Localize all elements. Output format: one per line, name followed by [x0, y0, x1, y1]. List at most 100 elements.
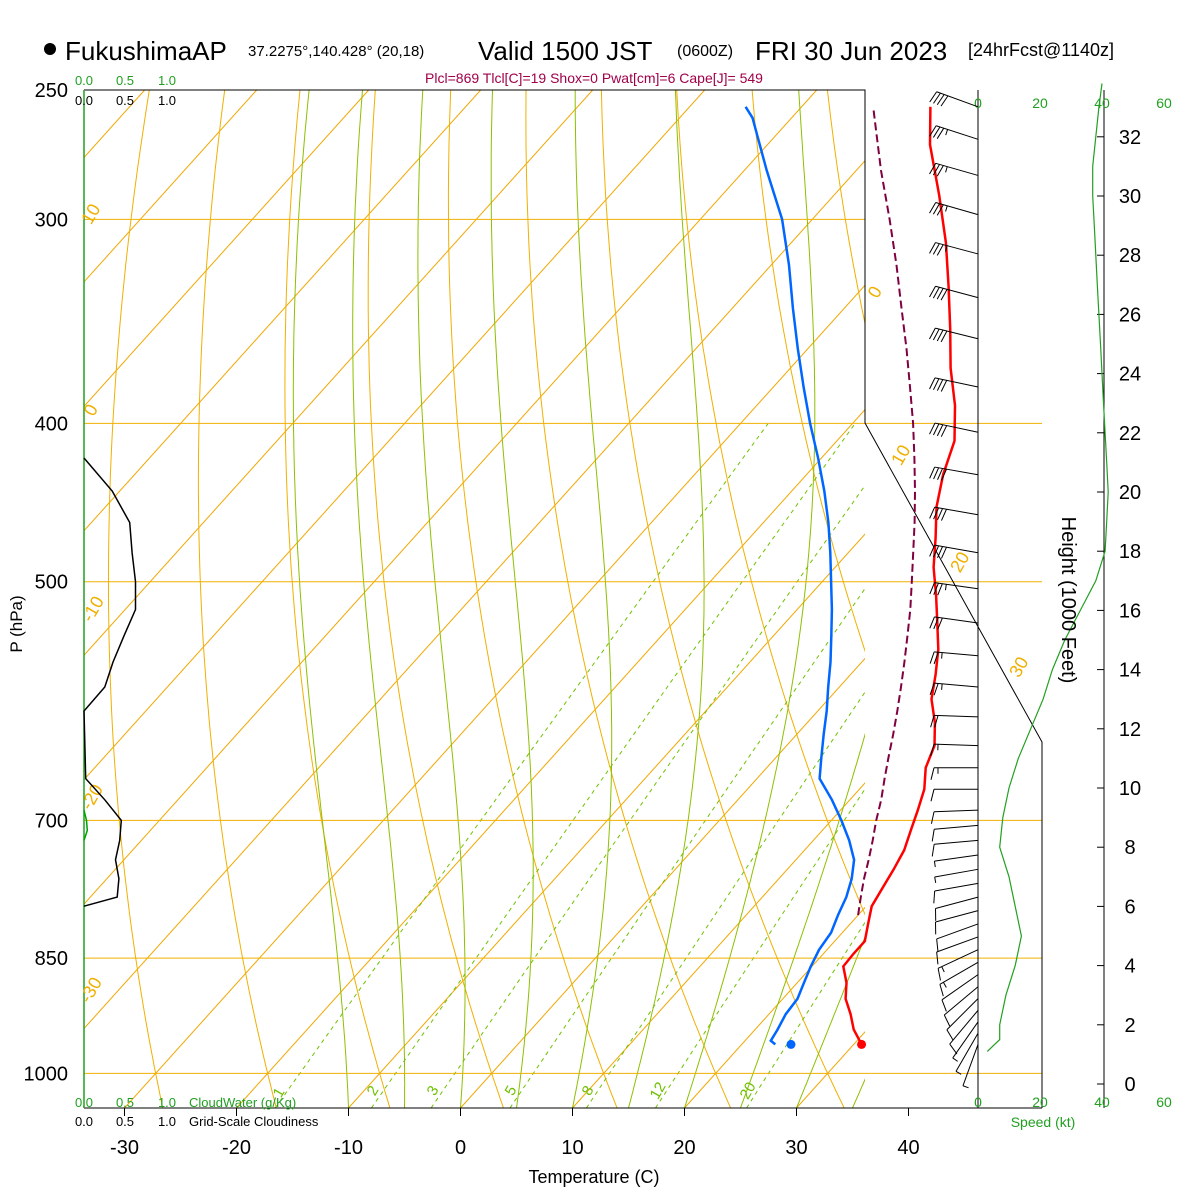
cloudwater-scale-bottom-0: 0.0	[75, 1095, 93, 1110]
wind-barb-staff	[934, 868, 979, 878]
cloudwater-scale-top-2: 1.0	[158, 73, 176, 88]
wind-barb	[931, 839, 979, 857]
moist-adiabat-line	[572, 90, 613, 1108]
cloudiness-line	[83, 457, 137, 907]
wind-barb	[929, 544, 979, 559]
wind-barb-half	[945, 205, 948, 212]
wind-barb-flag	[929, 202, 937, 214]
wind-barb-flag	[940, 380, 948, 392]
wind-barb-flag	[949, 1043, 958, 1055]
wind-barb-flag	[936, 204, 944, 216]
wind-barb-flag	[946, 1029, 954, 1041]
dry-adiabat-line	[447, 90, 618, 1108]
wind-barb-flag	[933, 507, 940, 520]
wind-barb-flag	[936, 424, 944, 437]
isotherm-line	[84, 90, 258, 283]
wind-barb-staff	[934, 714, 979, 718]
cloudwater-scale-top-1: 0.5	[116, 73, 134, 88]
isotherm-lines	[84, 90, 865, 1108]
temp-tick-label: 40	[897, 1137, 919, 1159]
wind-barb-flag	[940, 95, 949, 107]
isotherm-label: 0	[80, 401, 102, 420]
wind-barb-half	[942, 982, 947, 988]
station-coords: 37.2275°,140.428° (20,18)	[248, 43, 424, 60]
wind-barb-staff	[935, 896, 979, 910]
wind-barb-flag	[929, 582, 935, 595]
wind-barb-flag	[936, 379, 944, 391]
wind-barb-flag	[929, 242, 936, 254]
wind-barb-flag	[933, 467, 940, 480]
wind-barb-flag	[936, 244, 944, 256]
wind-barb-flag	[940, 509, 947, 521]
wind-barb-flag	[937, 583, 943, 596]
wind-barb-flag	[937, 468, 944, 480]
wind-barb-flag	[932, 203, 940, 215]
wind-speed-line	[986, 83, 1109, 1052]
height-tick-label: 6	[1124, 896, 1135, 918]
wind-speed-profile	[986, 83, 1109, 1052]
wind-barb-staff	[939, 961, 979, 985]
forecast-info: [24hrFcst@1140z]	[968, 40, 1114, 60]
isotherm-line	[84, 90, 370, 408]
wind-barb-flag	[929, 377, 936, 390]
wind-barb	[934, 868, 979, 883]
isotherm-line	[84, 90, 594, 656]
height-tick-label: 32	[1119, 127, 1141, 149]
speed-tick-label-top: 60	[1156, 95, 1172, 111]
wind-barb-flag	[929, 651, 935, 664]
wind-barb-flag	[932, 243, 940, 255]
wind-barb-flag	[940, 289, 948, 301]
wind-barb-half	[962, 1085, 969, 1089]
speed-tick-label-bottom: 20	[1032, 1094, 1048, 1110]
wind-barb-flag	[940, 468, 947, 481]
wind-barb-flag	[933, 92, 941, 104]
wind-barb-flag	[933, 582, 939, 595]
wind-barb	[929, 285, 979, 301]
wind-barb-flag	[929, 682, 935, 696]
wind-barb-flag	[929, 163, 937, 175]
wind-barb	[929, 466, 979, 481]
cloudwater-scale-bottom-1: 0.5	[116, 1095, 134, 1110]
wind-barb-staff	[943, 986, 979, 1016]
wind-barb-flag	[937, 968, 941, 981]
height-tick-label: 10	[1119, 778, 1141, 800]
wind-barb-flag	[932, 328, 940, 341]
cloudiness-profile	[83, 457, 137, 907]
wind-barb-flag	[932, 287, 940, 299]
pressure-tick-label: 300	[35, 209, 68, 231]
mixing-ratio-label: 2	[364, 1083, 383, 1099]
temp-tick-label: 10	[561, 1137, 583, 1159]
wind-barb-flag	[934, 715, 939, 728]
wind-barb-half	[952, 1057, 958, 1062]
wind-barb-flag	[929, 285, 936, 298]
wind-barb	[930, 714, 979, 728]
wind-barb-half	[933, 861, 936, 868]
height-tick-label: 22	[1119, 423, 1141, 445]
height-tick-label: 18	[1119, 541, 1141, 563]
wind-barb	[929, 91, 979, 108]
speed-tick-label-bottom: 0	[974, 1094, 982, 1110]
utc-time: (0600Z)	[677, 43, 733, 60]
wind-barb-flag	[933, 890, 936, 904]
wind-barb	[929, 506, 979, 521]
temp-tick-label: 30	[785, 1137, 807, 1159]
mixing-ratio-label: 8	[579, 1083, 598, 1099]
valid-time: Valid 1500 JST	[478, 36, 653, 66]
wind-barb-staff	[935, 242, 979, 255]
wind-barb-flag	[929, 91, 938, 103]
wind-barb	[943, 986, 979, 1027]
wind-barb-staff	[941, 974, 979, 1001]
wind-barb	[952, 1021, 979, 1062]
wind-barb	[934, 896, 979, 921]
pressure-tick-label: 400	[35, 413, 68, 435]
dry-adiabat-lines	[108, 90, 865, 1108]
wind-barb	[929, 327, 979, 343]
speed-tick-label-top: 40	[1094, 95, 1110, 111]
mixing-ratio-label: 3	[424, 1083, 443, 1099]
isotherm-label: 10	[77, 200, 104, 227]
wind-barb-flag	[933, 617, 939, 630]
isotherm-label: 0	[864, 283, 886, 302]
wind-barb-staff	[934, 743, 979, 747]
isotherm-label: -30	[76, 974, 106, 1007]
